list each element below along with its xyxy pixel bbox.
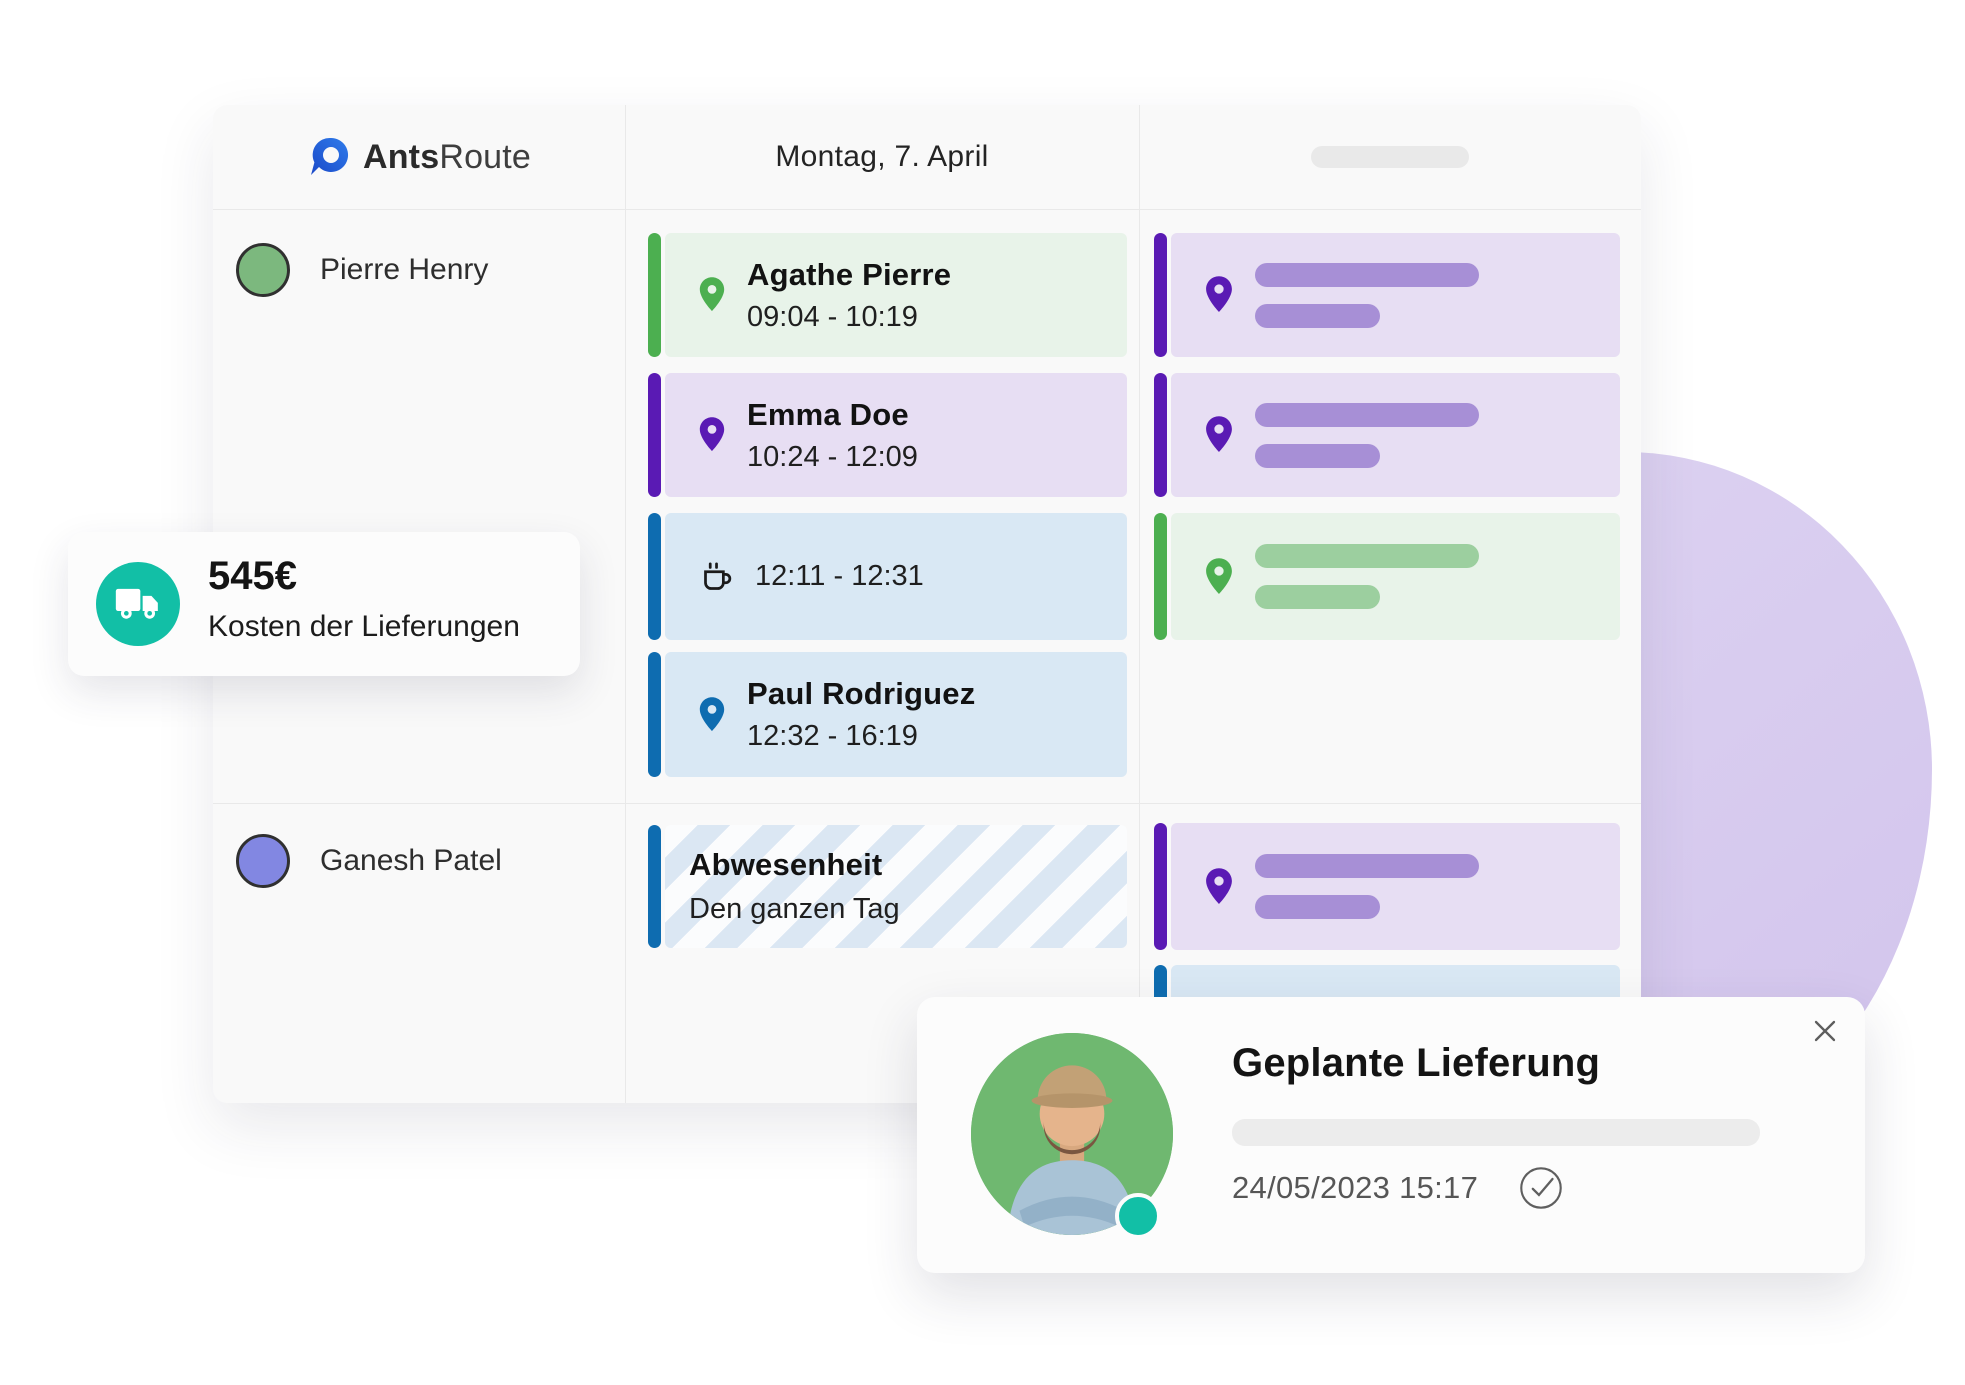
logo-text-light: Route	[439, 137, 532, 176]
event-title: Emma Doe	[747, 396, 909, 432]
location-pin-icon	[695, 275, 729, 315]
driver-row-divider	[213, 803, 1641, 804]
antsroute-logo[interactable]: AntsRoute	[307, 135, 531, 179]
close-icon[interactable]	[1809, 1015, 1841, 1047]
date-header-cell: Montag, 7. April	[625, 105, 1139, 209]
driver-avatar	[236, 243, 290, 297]
event-body	[1171, 233, 1620, 357]
skeleton-text-bar	[1255, 544, 1479, 568]
event-accent-bar	[1154, 373, 1167, 497]
driver-photo-avatar	[971, 1033, 1173, 1235]
cost-label: Kosten der Lieferungen	[208, 610, 520, 643]
cost-value: 545€	[208, 554, 297, 598]
skeleton-event-card[interactable]	[1154, 233, 1620, 357]
event-accent-bar	[648, 513, 661, 640]
event-body	[1171, 513, 1620, 640]
check-circle-icon	[1518, 1165, 1564, 1211]
driver-name: Ganesh Patel	[320, 844, 502, 877]
logo-text-bold: Ants	[362, 137, 440, 176]
location-pin-icon	[695, 695, 729, 735]
location-pin-icon	[1201, 866, 1237, 908]
skeleton-event-card[interactable]	[1154, 373, 1620, 497]
skeleton-text-bar	[1255, 585, 1380, 609]
skeleton-text-bar	[1255, 303, 1380, 328]
driver-row-pierre-henry[interactable]: Pierre Henry	[213, 237, 625, 303]
popup-timestamp: 24/05/2023 15:17	[1232, 1170, 1479, 1205]
location-pin-icon	[695, 415, 729, 455]
event-body: Agathe Pierre 09:04 - 10:19	[665, 233, 1127, 357]
header-placeholder-bar	[1311, 146, 1469, 168]
date-header: Montag, 7. April	[775, 140, 989, 173]
driver-row-ganesh-patel[interactable]: Ganesh Patel	[213, 828, 625, 894]
location-pin-icon	[1201, 274, 1237, 316]
board-header: AntsRoute Montag, 7. April	[213, 105, 1641, 209]
event-time: 10:24 - 12:09	[747, 440, 918, 473]
skeleton-text-bar	[1255, 895, 1380, 919]
logo-text: AntsRoute	[363, 138, 531, 177]
event-card-agathe-pierre[interactable]: Agathe Pierre 09:04 - 10:19	[648, 233, 1127, 357]
skeleton-text-bar	[1255, 402, 1479, 427]
popup-placeholder-bar	[1232, 1119, 1760, 1146]
absence-title: Abwesenheit	[689, 847, 883, 882]
driver-avatar	[236, 834, 290, 888]
skeleton-event-card[interactable]	[1154, 513, 1620, 640]
event-accent-bar	[648, 373, 661, 497]
event-accent-bar	[648, 233, 661, 357]
event-time: 12:32 - 16:19	[747, 720, 918, 752]
event-accent-bar	[1154, 513, 1167, 640]
event-time: 12:11 - 12:31	[755, 560, 924, 592]
event-time: 09:04 - 10:19	[747, 300, 918, 333]
event-accent-bar	[648, 825, 661, 948]
event-card-emma-doe[interactable]: Emma Doe 10:24 - 12:09	[648, 373, 1127, 497]
event-title: Agathe Pierre	[747, 256, 952, 292]
event-body	[1171, 823, 1620, 950]
popup-dateline: 24/05/2023 15:17	[1232, 1165, 1564, 1211]
event-card-break[interactable]: 12:11 - 12:31	[648, 513, 1127, 640]
event-body: Emma Doe 10:24 - 12:09	[665, 373, 1127, 497]
delivery-cost-badge: 545€ Kosten der Lieferungen	[68, 532, 580, 676]
event-body	[1171, 373, 1620, 497]
event-card-absence[interactable]: Abwesenheit Den ganzen Tag	[648, 825, 1127, 948]
coffee-cup-icon	[695, 556, 737, 598]
logo-cell: AntsRoute	[213, 105, 625, 209]
skeleton-event-card[interactable]	[1154, 823, 1620, 950]
skeleton-text-bar	[1255, 854, 1479, 878]
planned-delivery-popup: Geplante Lieferung 24/05/2023 15:17	[917, 997, 1865, 1273]
header-placeholder-cell	[1139, 105, 1641, 209]
popup-title: Geplante Lieferung	[1232, 1041, 1601, 1085]
driver-name: Pierre Henry	[320, 253, 489, 286]
event-card-paul-rodriguez[interactable]: Paul Rodriguez 12:32 - 16:19	[648, 652, 1127, 777]
location-pin-icon	[1201, 414, 1237, 456]
skeleton-text-bar	[1255, 262, 1479, 287]
event-body: Abwesenheit Den ganzen Tag	[665, 825, 1127, 948]
online-status-dot	[1115, 1193, 1161, 1239]
schedule-board: AntsRoute Montag, 7. April Pierre Henry …	[213, 105, 1641, 1103]
header-divider	[213, 209, 1641, 210]
event-body: Paul Rodriguez 12:32 - 16:19	[665, 652, 1127, 777]
absence-subtitle: Den ganzen Tag	[689, 893, 900, 925]
delivery-truck-icon	[96, 562, 180, 646]
location-pin-icon	[1201, 556, 1237, 598]
skeleton-text-bar	[1255, 443, 1380, 468]
antsroute-droplet-icon	[307, 135, 351, 179]
column-divider-left	[625, 105, 626, 1103]
event-accent-bar	[1154, 233, 1167, 357]
column-divider-right	[1139, 105, 1140, 1103]
event-accent-bar	[648, 652, 661, 777]
event-accent-bar	[1154, 823, 1167, 950]
event-title: Paul Rodriguez	[747, 676, 976, 711]
event-body: 12:11 - 12:31	[665, 513, 1127, 640]
